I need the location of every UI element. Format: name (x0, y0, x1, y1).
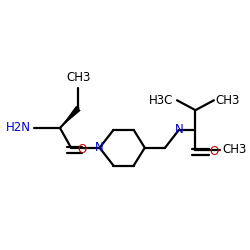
Text: CH3: CH3 (222, 143, 246, 156)
Text: N: N (174, 124, 183, 136)
Text: H2N: H2N (6, 122, 30, 134)
Text: O: O (209, 145, 218, 158)
Text: N: N (95, 141, 104, 154)
Text: CH3: CH3 (66, 72, 90, 85)
Text: CH3: CH3 (216, 94, 240, 107)
Text: H3C: H3C (149, 94, 173, 107)
Polygon shape (60, 106, 81, 128)
Text: O: O (78, 143, 87, 156)
